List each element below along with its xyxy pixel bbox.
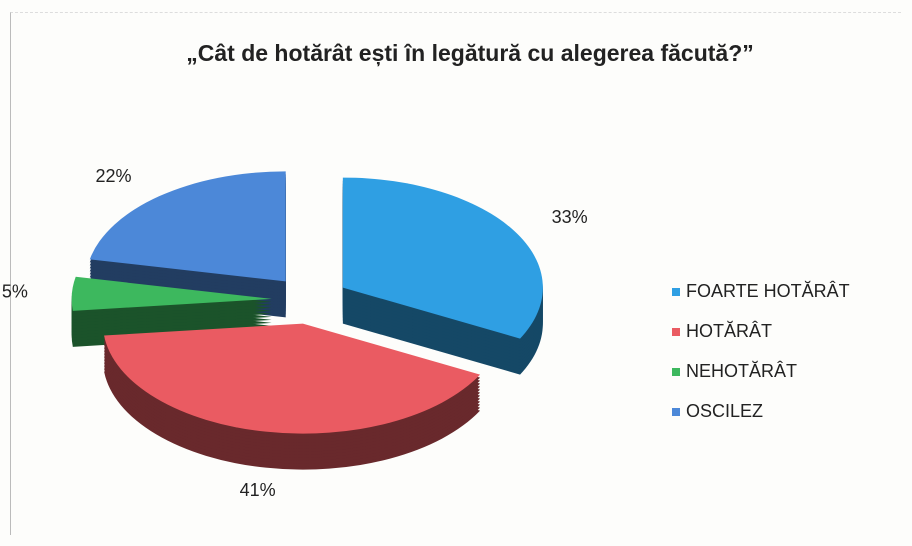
slice	[89, 171, 286, 282]
slice	[104, 323, 481, 434]
legend-label: OSCILEZ	[686, 401, 763, 421]
chart-frame	[10, 12, 901, 535]
data-label: 5%	[2, 281, 28, 301]
legend-swatch	[672, 328, 680, 336]
chart-title: „Cât de hotărât ești în legătură cu aleg…	[186, 40, 754, 66]
slice	[342, 177, 543, 339]
legend-swatch	[672, 288, 680, 296]
slice	[71, 276, 272, 311]
data-label: 22%	[95, 166, 131, 186]
legend-swatch	[672, 368, 680, 376]
legend-label: NEHOTĂRÂT	[686, 361, 797, 381]
data-label: 41%	[240, 480, 276, 500]
legend-swatch	[672, 408, 680, 416]
data-label: 33%	[552, 207, 588, 227]
legend-label: FOARTE HOTĂRÂT	[686, 281, 850, 301]
legend-label: HOTĂRÂT	[686, 321, 772, 341]
